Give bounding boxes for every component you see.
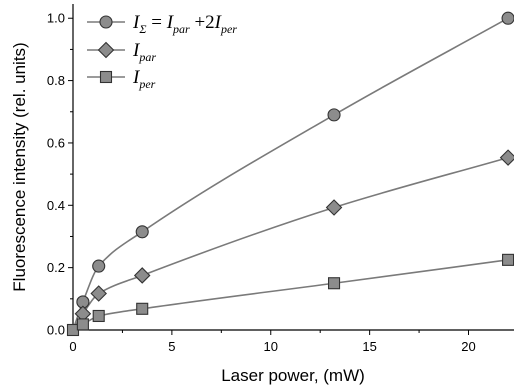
x-tick-label: 10: [264, 339, 278, 354]
markers: [66, 11, 514, 337]
y-tick-label: 0.6: [47, 135, 65, 150]
data-point-circle: [135, 225, 149, 239]
legend-marker-square: [99, 70, 113, 84]
x-tick-label: 0: [69, 339, 76, 354]
series-line-circle: [72, 17, 509, 331]
data-point-circle: [327, 108, 341, 122]
ticks: 0 5 10 15 20 0.0 0.2 0.4 0.6 0.8 1.0: [47, 11, 476, 354]
x-tick-label: 5: [168, 339, 175, 354]
axes: [72, 4, 514, 331]
data-point-square: [327, 277, 341, 290]
data-point-square: [502, 253, 514, 266]
curves: [72, 17, 509, 331]
data-point-diamond: [499, 149, 514, 166]
data-point-circle: [501, 11, 514, 25]
y-tick-label: 0.2: [47, 260, 65, 275]
y-tick-label: 0.4: [47, 198, 65, 213]
series-line-square: [72, 259, 509, 331]
legend: IΣ = Ipar +2Iper Ipar Iper: [87, 12, 237, 91]
legend-marker-diamond: [97, 41, 115, 59]
legend-label: IΣ = Ipar +2Iper: [132, 12, 237, 36]
data-point-circle: [92, 259, 106, 273]
x-axis-title: Laser power, (mW): [221, 366, 365, 385]
data-point-diamond: [90, 285, 107, 302]
data-point-diamond: [325, 199, 343, 216]
x-tick-label: 15: [362, 339, 376, 354]
data-point-square: [76, 318, 89, 331]
y-tick-label: 0.0: [47, 323, 65, 338]
legend-marker-circle: [99, 15, 113, 29]
legend-label: Ipar: [132, 40, 156, 64]
data-point-square: [136, 302, 149, 315]
y-axis-title: Fluorescence intensity (rel. units): [10, 42, 29, 291]
x-tick-label: 20: [461, 339, 475, 354]
y-tick-label: 0.8: [47, 73, 65, 88]
data-point-square: [92, 309, 105, 323]
legend-label: Iper: [132, 67, 156, 91]
data-point-diamond: [133, 267, 151, 284]
y-tick-label: 1.0: [47, 11, 65, 26]
